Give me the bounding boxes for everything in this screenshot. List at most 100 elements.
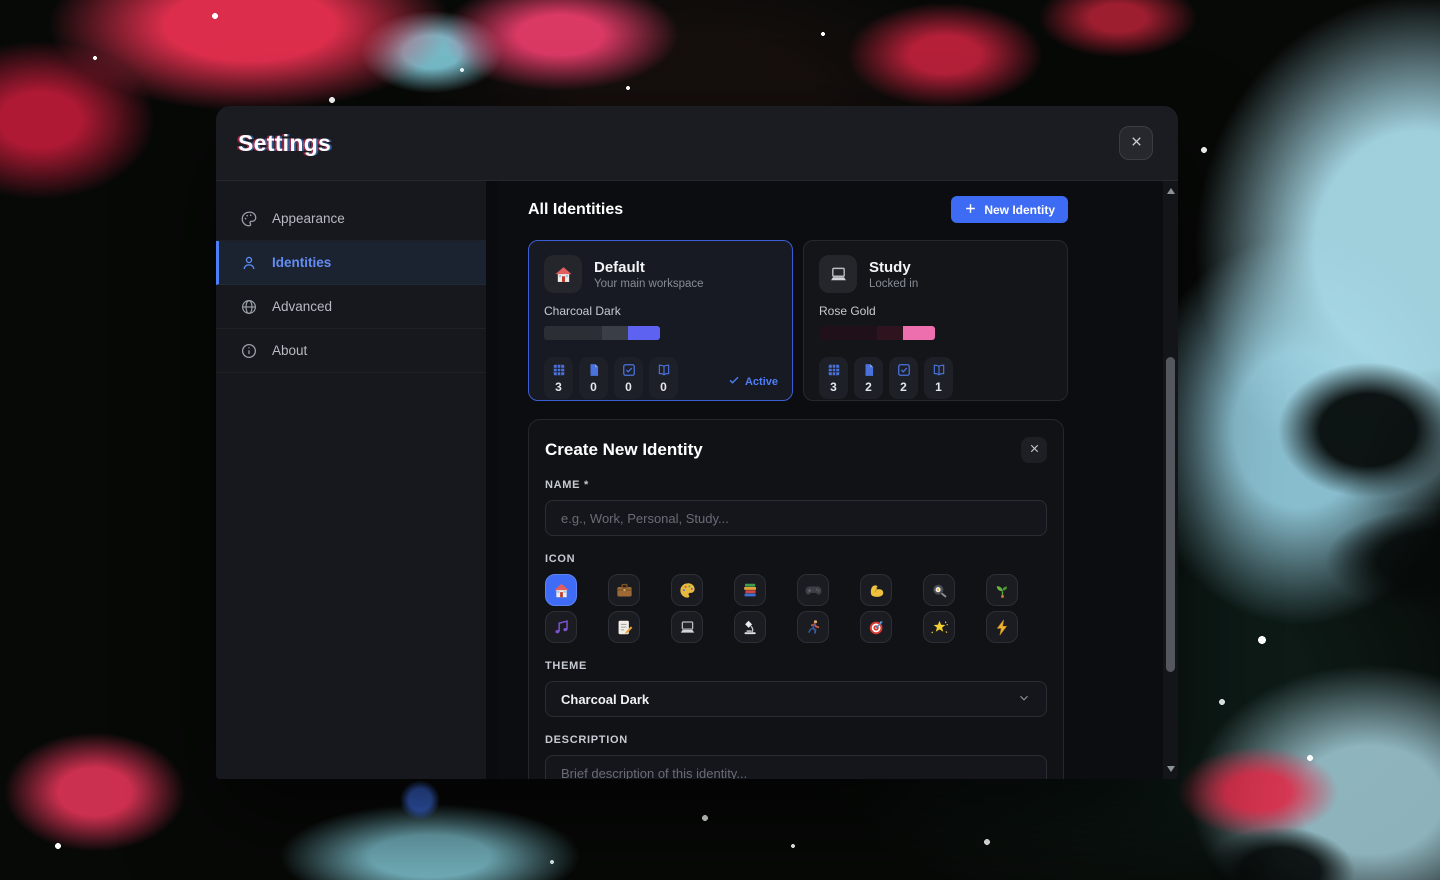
icon-picker <box>545 574 1047 643</box>
sidebar-item-appearance[interactable]: Appearance <box>216 197 486 241</box>
identity-card-study[interactable]: Study Locked in Rose Gold 3 2 2 1 <box>803 240 1068 401</box>
theme-swatch <box>544 326 602 340</box>
theme-swatches <box>819 326 935 340</box>
page-title: Settings <box>238 129 332 156</box>
theme-swatch <box>627 326 660 340</box>
sidebar-item-about[interactable]: About <box>216 329 486 373</box>
theme-select[interactable]: Charcoal Dark <box>545 681 1047 717</box>
chevron-down-icon <box>1017 691 1031 708</box>
scroll-up-icon[interactable] <box>1163 183 1178 199</box>
microscope-icon <box>741 618 760 637</box>
content-header: All Identities New Identity <box>528 196 1068 223</box>
icon-option-microscope[interactable] <box>734 611 766 643</box>
glowing-star-icon <box>930 618 949 637</box>
stat-value: 2 <box>900 379 907 394</box>
settings-dialog: Settings Appearance Identities Advanced Abo… <box>216 106 1178 779</box>
scrollbar[interactable] <box>1163 181 1178 779</box>
identity-theme: Charcoal Dark <box>544 304 621 318</box>
info-icon <box>240 342 258 360</box>
icon-option-seedling[interactable] <box>986 574 1018 606</box>
dart-target-icon <box>867 618 886 637</box>
identity-stats: 3 0 0 0 <box>544 357 777 399</box>
scroll-down-icon[interactable] <box>1163 761 1178 777</box>
palette-colored-icon <box>678 581 697 600</box>
icon-option-music-notes[interactable] <box>545 611 577 643</box>
plus-icon <box>964 202 977 218</box>
stat-value: 3 <box>830 379 837 394</box>
icon-option-lightning[interactable] <box>986 611 1018 643</box>
active-badge: Active <box>728 374 778 389</box>
memo-icon <box>615 618 634 637</box>
section-title: All Identities <box>528 200 624 218</box>
sidebar-item-label: Appearance <box>272 211 345 226</box>
identity-name: Default <box>594 258 645 276</box>
house-icon <box>552 581 571 600</box>
stat-grid: 3 <box>819 357 848 399</box>
icon-option-books[interactable] <box>734 574 766 606</box>
icon-option-memo[interactable] <box>608 611 640 643</box>
check-square-icon <box>622 363 636 377</box>
grid-icon <box>827 363 841 377</box>
icon-option-briefcase[interactable] <box>608 574 640 606</box>
stat-grid: 3 <box>544 357 573 399</box>
name-label: NAME * <box>545 479 589 491</box>
icon-option-game-controller[interactable] <box>797 574 829 606</box>
name-input[interactable] <box>545 500 1047 536</box>
runner-icon <box>804 618 823 637</box>
identity-card-default[interactable]: Default Your main workspace Charcoal Dark 3… <box>528 240 793 401</box>
create-title: Create New Identity <box>545 440 703 459</box>
globe-icon <box>240 298 258 316</box>
check-icon <box>728 374 740 389</box>
seedling-icon <box>993 581 1012 600</box>
icon-label: ICON <box>545 553 576 565</box>
theme-label: THEME <box>545 660 587 672</box>
icon-option-laptop[interactable] <box>671 611 703 643</box>
sidebar-item-label: Identities <box>272 255 332 270</box>
stat-file: 2 <box>854 357 883 399</box>
icon-option-dart-target[interactable] <box>860 611 892 643</box>
icon-option-glowing-star[interactable] <box>923 611 955 643</box>
flexed-biceps-icon <box>867 581 886 600</box>
icon-option-frying-pan[interactable] <box>923 574 955 606</box>
sidebar-item-label: About <box>272 343 308 358</box>
icon-option-flexed-biceps[interactable] <box>860 574 892 606</box>
stat-check-square: 0 <box>614 357 643 399</box>
icon-option-palette-colored[interactable] <box>671 574 703 606</box>
scrollbar-thumb[interactable] <box>1166 357 1175 672</box>
stat-file: 0 <box>579 357 608 399</box>
dialog-close-button[interactable] <box>1119 126 1153 160</box>
sidebar-nav: Appearance Identities Advanced About <box>216 181 486 779</box>
create-close-button[interactable] <box>1021 437 1047 463</box>
stat-book: 1 <box>924 357 953 399</box>
sidebar-item-advanced[interactable]: Advanced <box>216 285 486 329</box>
stat-book: 0 <box>649 357 678 399</box>
check-square-icon <box>897 363 911 377</box>
icon-option-house[interactable] <box>545 574 577 606</box>
palette-icon <box>240 210 258 228</box>
identity-stats: 3 2 2 1 <box>819 357 1052 399</box>
stat-value: 0 <box>590 379 597 394</box>
identity-name: Study <box>869 258 911 276</box>
icon-option-runner[interactable] <box>797 611 829 643</box>
sidebar-divider <box>486 181 498 779</box>
description-input[interactable] <box>545 755 1047 779</box>
stat-value: 2 <box>865 379 872 394</box>
theme-swatch <box>819 326 877 340</box>
identity-theme: Rose Gold <box>819 304 876 318</box>
create-identity-panel: Create New Identity NAME * ICON THEME Ch… <box>528 419 1064 779</box>
stat-value: 3 <box>555 379 562 394</box>
new-identity-button[interactable]: New Identity <box>951 196 1068 223</box>
theme-select-value: Charcoal Dark <box>561 691 650 707</box>
music-notes-icon <box>552 618 571 637</box>
file-icon <box>587 363 601 377</box>
person-icon <box>240 254 258 272</box>
sidebar-item-identities[interactable]: Identities <box>216 241 486 285</box>
close-icon <box>1028 442 1041 458</box>
create-panel-header: Create New Identity <box>545 437 1047 463</box>
description-label: DESCRIPTION <box>545 734 628 746</box>
dialog-body: Appearance Identities Advanced About All Id… <box>216 181 1178 779</box>
theme-swatches <box>544 326 660 340</box>
theme-swatch <box>902 326 935 340</box>
theme-swatch <box>877 326 903 340</box>
close-icon <box>1129 134 1144 152</box>
